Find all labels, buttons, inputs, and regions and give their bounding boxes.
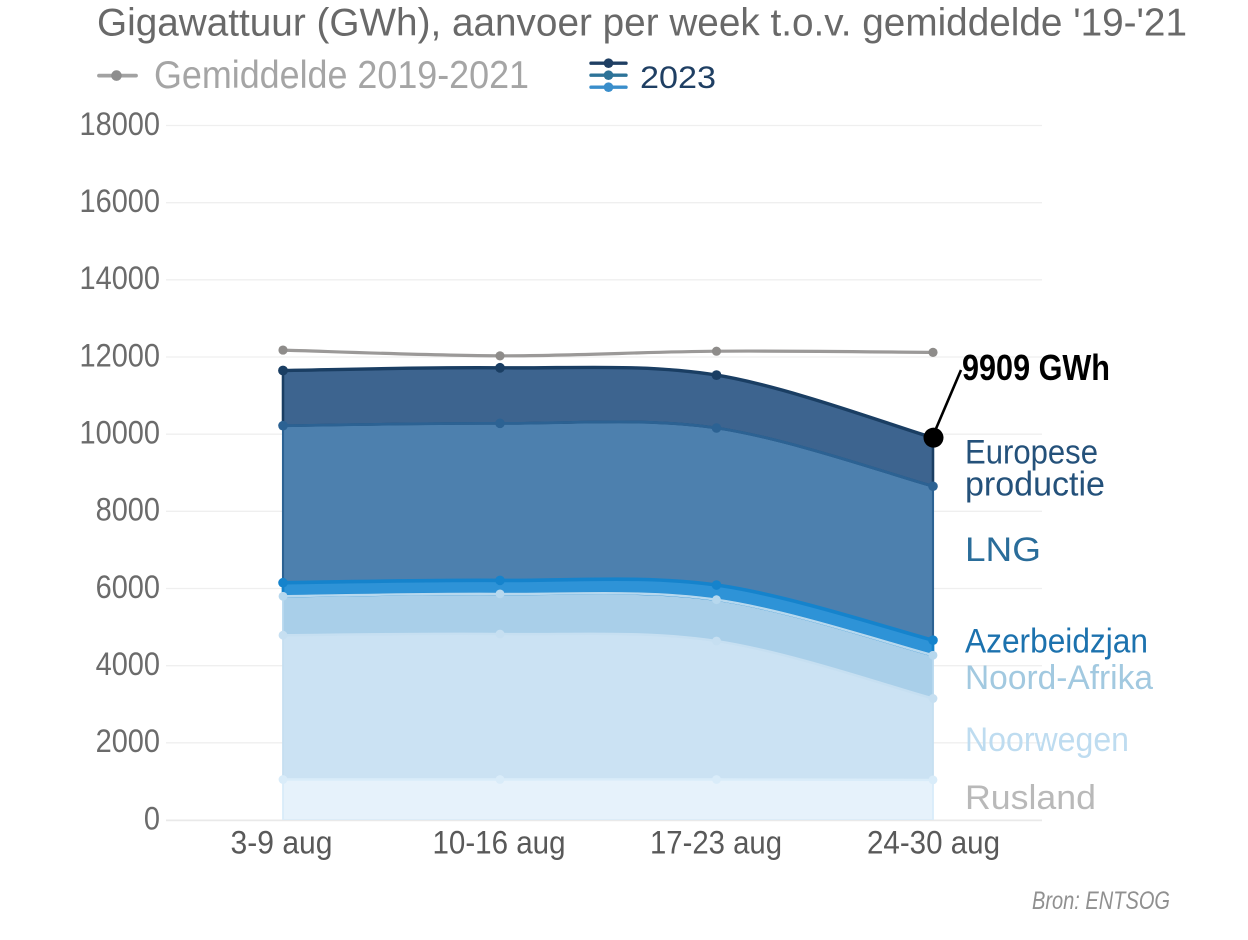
- svg-text:Europese: Europese: [965, 434, 1098, 472]
- svg-text:17-23 aug: 17-23 aug: [650, 825, 782, 861]
- svg-text:18000: 18000: [80, 106, 161, 142]
- svg-text:24-30 aug: 24-30 aug: [867, 825, 1000, 861]
- svg-text:2000: 2000: [96, 723, 160, 759]
- svg-text:Noorwegen: Noorwegen: [965, 721, 1129, 759]
- svg-text:8000: 8000: [96, 492, 160, 528]
- svg-text:Rusland: Rusland: [965, 779, 1096, 817]
- svg-text:10000: 10000: [80, 415, 161, 451]
- svg-text:10-16 aug: 10-16 aug: [433, 825, 566, 861]
- svg-text:14000: 14000: [80, 260, 161, 296]
- svg-text:3-9 aug: 3-9 aug: [231, 825, 333, 861]
- svg-text:Bron: ENTSOG: Bron: ENTSOG: [1032, 887, 1170, 915]
- svg-text:9909 GWh: 9909 GWh: [962, 347, 1110, 388]
- svg-text:Azerbeidzjan: Azerbeidzjan: [965, 622, 1148, 660]
- svg-text:16000: 16000: [80, 183, 161, 219]
- svg-text:0: 0: [144, 800, 160, 836]
- svg-text:Noord-Afrika: Noord-Afrika: [965, 659, 1154, 697]
- svg-text:LNG: LNG: [965, 531, 1041, 569]
- svg-text:Gemiddelde 2019-2021: Gemiddelde 2019-2021: [154, 54, 529, 97]
- svg-text:12000: 12000: [80, 337, 161, 373]
- svg-text:4000: 4000: [96, 646, 160, 682]
- svg-text:6000: 6000: [96, 569, 160, 605]
- svg-text:Gigawattuur (GWh), aanvoer per: Gigawattuur (GWh), aanvoer per week t.o.…: [97, 2, 1187, 45]
- svg-text:productie: productie: [965, 465, 1105, 503]
- svg-text:2023: 2023: [640, 59, 716, 95]
